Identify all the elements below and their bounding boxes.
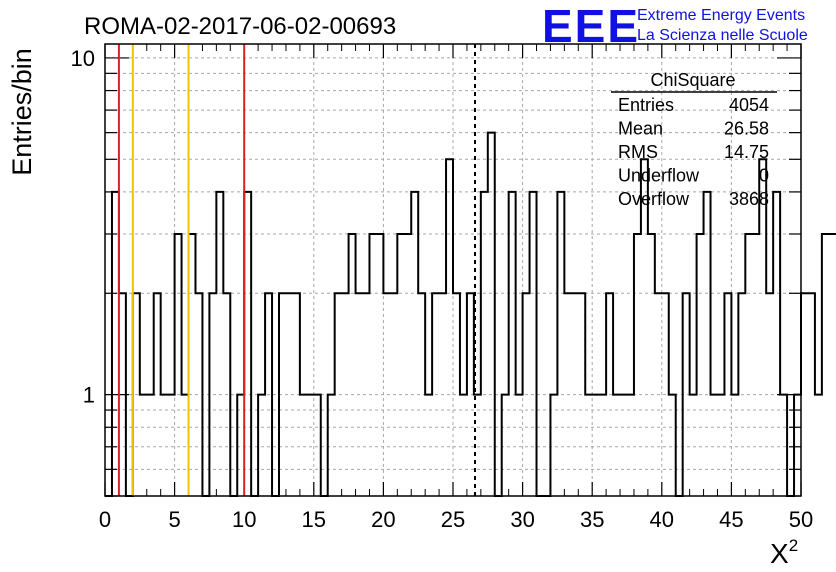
- x-tick-label: 15: [302, 507, 326, 532]
- x-tick-label: 5: [168, 507, 180, 532]
- plot-frame: [104, 43, 802, 497]
- y-tick-label: 1: [83, 383, 95, 408]
- stats-label: Overflow: [618, 189, 690, 209]
- stats-box: ChiSquare Entries 4054 Mean 26.58 RMS 14.75 Un…: [611, 70, 777, 209]
- stats-value: 3868: [729, 189, 769, 209]
- stats-label: Mean: [618, 119, 663, 139]
- y-tick-label: 10: [71, 46, 95, 71]
- logo-line-1: Extreme Energy Events: [637, 7, 805, 24]
- stats-label: RMS: [618, 142, 658, 162]
- stats-label: Underflow: [618, 166, 700, 186]
- eee-logo: EEE Extreme Energy Events La Scienza nel…: [542, 0, 808, 52]
- stats-title: ChiSquare: [650, 70, 735, 90]
- stats-value: 4054: [729, 95, 769, 115]
- y-axis-label: Entries/bin: [7, 48, 37, 176]
- logo-line-2: La Scienza nelle Scuole: [637, 27, 808, 44]
- x-axis-label-superscript: 2: [789, 536, 798, 555]
- stats-label: Entries: [618, 95, 674, 115]
- histogram-line: [105, 131, 836, 497]
- x-tick-label: 45: [719, 507, 743, 532]
- x-tick-label: 30: [510, 507, 534, 532]
- x-tick-labels: 0 5 10 15 20 25 30 35 40 45 50: [99, 507, 813, 532]
- x-tick-label: 0: [99, 507, 111, 532]
- stats-value: 0: [759, 166, 769, 186]
- stats-value: 14.75: [724, 142, 769, 162]
- y-tick-labels: 1 10: [71, 46, 95, 408]
- x-tick-label: 35: [580, 507, 604, 532]
- x-tick-label: 50: [789, 507, 813, 532]
- stats-value: 26.58: [724, 119, 769, 139]
- x-axis-label-base: X: [770, 538, 789, 569]
- chart-title: ROMA-02-2017-06-02-00693: [84, 13, 396, 40]
- x-axis-label: X2: [770, 536, 798, 569]
- x-tick-label: 40: [650, 507, 674, 532]
- stats-rows: Entries 4054 Mean 26.58 RMS 14.75 Underflow 0 Ov…: [618, 95, 769, 209]
- x-tick-label: 10: [232, 507, 256, 532]
- reference-lines: [117, 44, 476, 496]
- x-tick-label: 20: [371, 507, 395, 532]
- x-tick-label: 25: [441, 507, 465, 532]
